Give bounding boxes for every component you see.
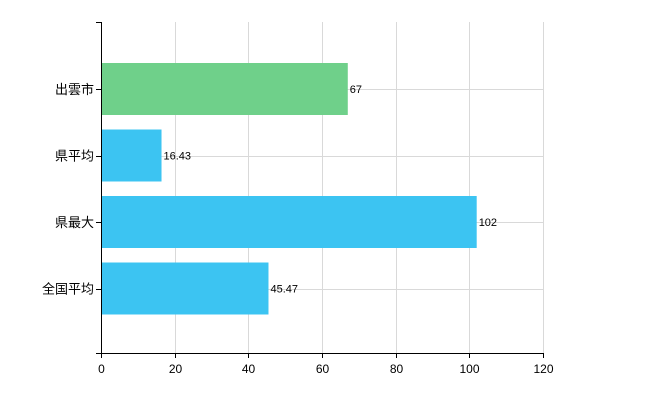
- x-tick-label: 40: [242, 362, 256, 376]
- category-label: 県平均: [55, 150, 94, 165]
- bar: [101, 129, 162, 182]
- label-layer: 0 20 40 60 80 100 120 67 16.43 102 45.47 出雲市県平均県最大全…: [42, 82, 554, 376]
- data-label: 45.47: [270, 284, 298, 296]
- category-label: 出雲市: [55, 82, 94, 98]
- x-tick-label: 60: [316, 362, 330, 376]
- data-label: 16.43: [164, 151, 192, 163]
- category-label: 全国平均: [42, 282, 94, 298]
- bar: [101, 63, 348, 115]
- data-label: 67: [350, 84, 362, 96]
- x-tick-label: 20: [169, 362, 183, 376]
- axis-layer: [96, 22, 544, 358]
- category-label: 県最大: [55, 216, 94, 231]
- x-tick-label: 80: [390, 362, 404, 376]
- data-label: 102: [479, 217, 497, 229]
- bar-layer: [101, 63, 477, 315]
- x-tick-label: 0: [98, 362, 105, 376]
- bar: [101, 262, 269, 315]
- x-tick-label: 100: [459, 362, 479, 376]
- bar: [101, 196, 477, 248]
- x-tick-label: 120: [533, 362, 553, 376]
